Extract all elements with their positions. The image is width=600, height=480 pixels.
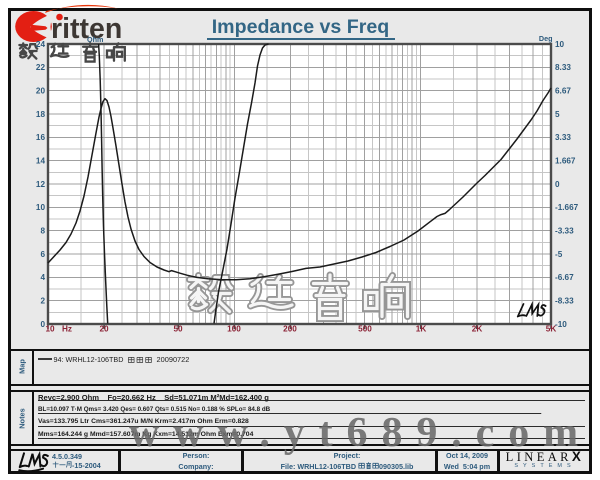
svg-text:0: 0 [40,320,45,329]
svg-text:10: 10 [555,40,565,49]
svg-text:50: 50 [173,325,183,334]
svg-text:8: 8 [40,227,45,236]
svg-text:6.67: 6.67 [555,87,571,96]
svg-text:-5: -5 [555,250,563,259]
svg-text:1K: 1K [416,325,427,334]
svg-text:5K: 5K [546,325,557,334]
svg-text:24: 24 [36,40,46,49]
svg-text:20: 20 [99,325,109,334]
svg-text:-3.33: -3.33 [555,227,574,236]
svg-text:20: 20 [36,87,46,96]
svg-text:Deg: Deg [539,34,553,43]
svg-text:5: 5 [555,110,560,119]
svg-text:-8.33: -8.33 [555,297,574,306]
svg-text:-6.67: -6.67 [555,273,574,282]
svg-text:2K: 2K [472,325,483,334]
svg-text:2: 2 [40,297,45,306]
svg-text:1.667: 1.667 [555,157,576,166]
svg-text:200: 200 [283,325,297,334]
svg-text:500: 500 [358,325,372,334]
svg-text:6: 6 [40,250,45,259]
svg-text:3.33: 3.33 [555,133,571,142]
svg-text:10: 10 [36,203,46,212]
svg-text:10: 10 [46,325,56,334]
svg-text:8.33: 8.33 [555,63,571,72]
svg-text:Hz: Hz [62,325,72,334]
svg-text:16: 16 [36,133,46,142]
svg-text:22: 22 [36,63,46,72]
svg-text:-1.667: -1.667 [555,203,579,212]
svg-text:12: 12 [36,180,46,189]
svg-text:Ohm: Ohm [87,35,103,44]
svg-text:18: 18 [36,110,46,119]
svg-text:4: 4 [40,273,45,282]
svg-text:100: 100 [227,325,241,334]
svg-text:14: 14 [36,157,46,166]
svg-text:0: 0 [555,180,560,189]
svg-text:-10: -10 [555,320,567,329]
